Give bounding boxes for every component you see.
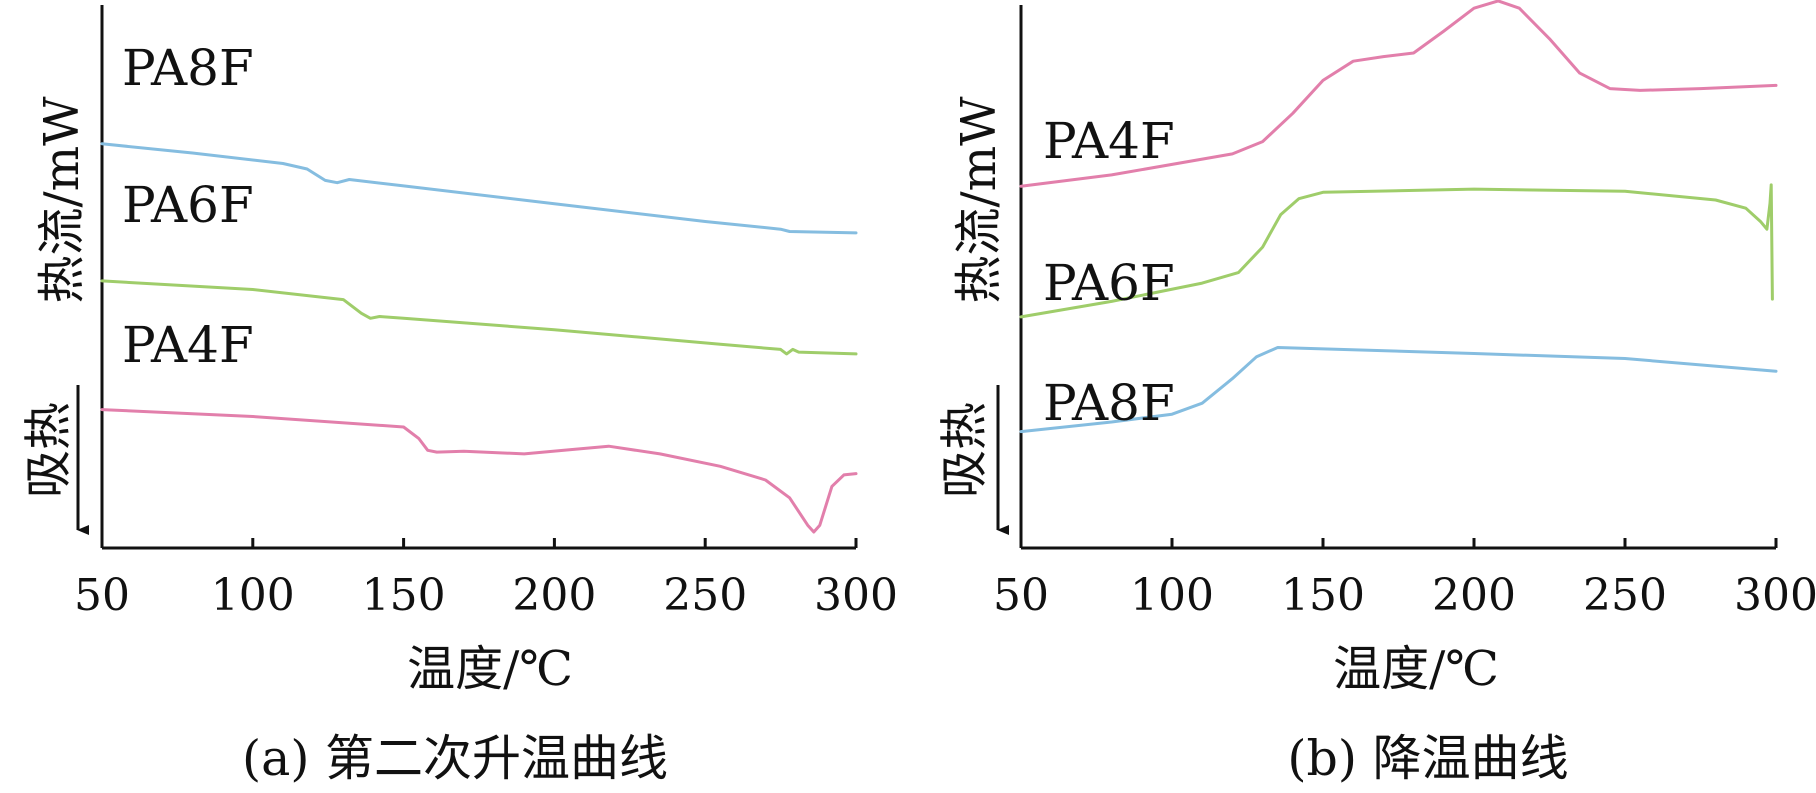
panel-b-x-tick-label-250: 250 [1583,570,1667,621]
panel-a-series-labels: PA8F PA6F PA4F [122,39,254,374]
panel-b-x-tick-label-300: 300 [1734,570,1816,621]
panel-a-series-label-pa6f: PA6F [122,176,254,234]
panel-a-x-tick-label-250: 250 [663,570,747,621]
panel-b-x-tick-label-150: 150 [1281,570,1365,621]
panel-b-series-label-pa6f: PA6F [1043,254,1175,312]
panel-b-xlabel: 温度/℃ [1333,641,1499,697]
panel-a-series-label-pa4f: PA4F [122,316,254,374]
panel-b-x-tick-label-50: 50 [993,570,1049,621]
panel-b-series-line-pa8f [1019,346,1778,434]
panel-b-series-labels: PA4F PA6F PA8F [1043,112,1175,432]
panel-b-x-tick-label-200: 200 [1432,570,1516,621]
panel-a-series-line-pa4f [100,408,858,534]
panel-a-x-tick-label-150: 150 [362,570,446,621]
panel-a-series-line-pa8f [100,142,858,235]
panel-b-series-line-pa6f [1019,183,1774,319]
panel-b-caption: (b) 降温曲线 [1287,730,1568,787]
panel-b-x-ticks: 50 100 150 200 250 300 [993,538,1816,621]
panel-a-ylabel: 热流/mW [34,96,90,304]
panel-b-x-tick-label-100: 100 [1130,570,1214,621]
panel-a-endotherm-label: 吸热 [21,402,77,498]
panel-b-series-line-pa4f [1019,0,1778,188]
panel-b-series-label-pa4f: PA4F [1043,112,1175,170]
panel-a-x-tick-label-50: 50 [74,570,130,621]
panel-a-caption: (a) 第二次升温曲线 [242,730,668,787]
panel-a-x-tick-label-100: 100 [211,570,295,621]
panel-b-ylabel: 热流/mW [951,96,1007,304]
panel-b-endotherm-label: 吸热 [937,402,993,498]
panel-a-x-tick-label-200: 200 [512,570,596,621]
panel-a-x-ticks: 50 100 150 200 250 300 [74,538,898,621]
panel-a-series-label-pa8f: PA8F [122,39,254,97]
panel-b-series-label-pa8f: PA8F [1043,374,1175,432]
panel-b-series-lines [1019,0,1778,434]
panel-a-series-lines [100,142,858,534]
panel-a-series-line-pa6f [100,279,858,356]
panel-a-x-tick-label-300: 300 [814,570,898,621]
panel-a-xlabel: 温度/℃ [407,641,573,697]
